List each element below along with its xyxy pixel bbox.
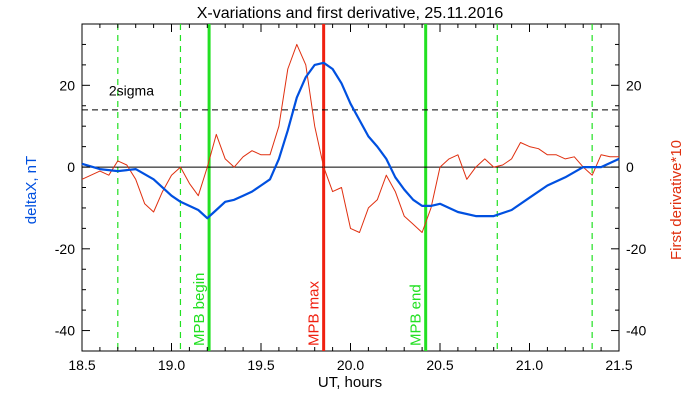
series-lines [81,43,620,233]
y2-tick-label: -40 [626,323,646,339]
x-tick-label: 21.5 [605,357,632,373]
y-tick-label: 0 [67,159,75,175]
x-tick-label: 18.5 [68,357,95,373]
y-axis-right: -40 -20 0 20 [611,23,646,352]
x-tick-label: 20.5 [426,357,453,373]
x-tick-label: 20.0 [337,357,364,373]
reference-lines [82,109,619,168]
boundary-label: MPB begin [191,273,208,346]
plot-area: MPB begin MPB max MPB end 2sigma [81,23,620,352]
annotations: 2sigma [109,83,154,99]
y2-tick-label: 0 [626,159,634,175]
derivative-series-line [81,43,619,233]
deltax-series-line [81,61,620,220]
boundary-label: MPB max [306,280,323,346]
y2-tick-label: 20 [626,77,642,93]
boundary-lines [117,24,593,351]
y2-tick-label: -20 [626,241,646,257]
sigma-annotation: 2sigma [109,83,154,99]
y-tick-label: 20 [59,77,75,93]
y-tick-label: -40 [55,323,75,339]
y-axis-left: -40 -20 0 20 [55,23,90,352]
x-tick-label: 21.0 [516,357,543,373]
y-tick-label: -20 [55,241,75,257]
boundary-labels: MPB begin MPB max MPB end [191,273,425,346]
y-axis-label: deltaX, nT [23,156,40,224]
x-axis: 18.5 19.0 19.5 20.0 20.5 21.0 21.5 [68,24,633,373]
x-tick-label: 19.0 [158,357,185,373]
chart-title: X-variations and first derivative, 25.11… [197,5,504,22]
boundary-label: MPB end [408,284,425,346]
x-tick-label: 19.5 [247,357,274,373]
x-axis-label: UT, hours [318,374,382,391]
y2-axis-label: First derivative*10 [668,140,685,260]
